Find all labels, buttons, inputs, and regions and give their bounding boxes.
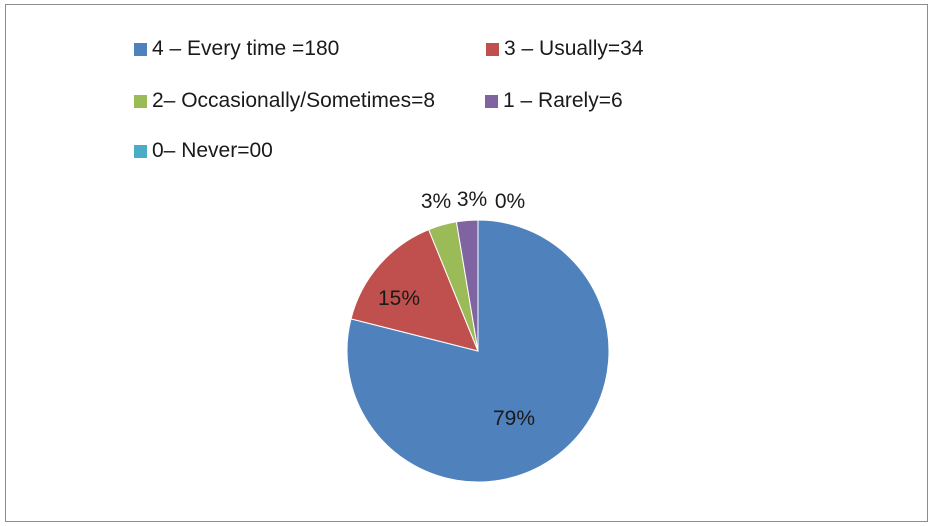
data-label-usually: 15% [378, 287, 420, 310]
legend-label-usually: 3 – Usually=34 [504, 37, 644, 60]
legend-swatch-usually [486, 42, 499, 56]
legend-item-occasionally: 2– Occasionally/Sometimes=8 [134, 87, 435, 115]
data-label-occasionally: 3% [421, 190, 451, 213]
legend-item-every-time: 4 – Every time =180 [134, 35, 339, 63]
legend-item-usually: 3 – Usually=34 [486, 35, 644, 63]
legend-item-rarely: 1 – Rarely=6 [485, 87, 623, 115]
pie-slice-rarely [455, 219, 479, 352]
data-label-every-time: 79% [493, 407, 535, 430]
legend-item-never: 0– Never=00 [134, 137, 273, 165]
chart-legend: 4 – Every time =180 3 – Usually=34 2– Oc… [134, 35, 754, 175]
pie-chart: 79% 15% 3% 3% 0% [346, 188, 610, 483]
legend-label-every-time: 4 – Every time =180 [152, 37, 340, 60]
legend-swatch-every-time [134, 42, 147, 56]
pie-slice-usually [350, 228, 479, 352]
legend-swatch-never [134, 144, 147, 158]
data-label-never: 0% [495, 190, 525, 213]
legend-label-never: 0– Never=00 [152, 139, 273, 162]
legend-swatch-occasionally [134, 94, 147, 108]
pie-data-labels: 79% 15% 3% 3% 0% [378, 188, 535, 430]
pie-slices [346, 219, 610, 483]
data-label-rarely: 3% [457, 188, 487, 211]
legend-swatch-rarely [485, 94, 498, 108]
legend-label-rarely: 1 – Rarely=6 [503, 89, 623, 112]
legend-label-occasionally: 2– Occasionally/Sometimes=8 [152, 89, 436, 112]
chart-frame: 4 – Every time =180 3 – Usually=34 2– Oc… [5, 4, 928, 522]
